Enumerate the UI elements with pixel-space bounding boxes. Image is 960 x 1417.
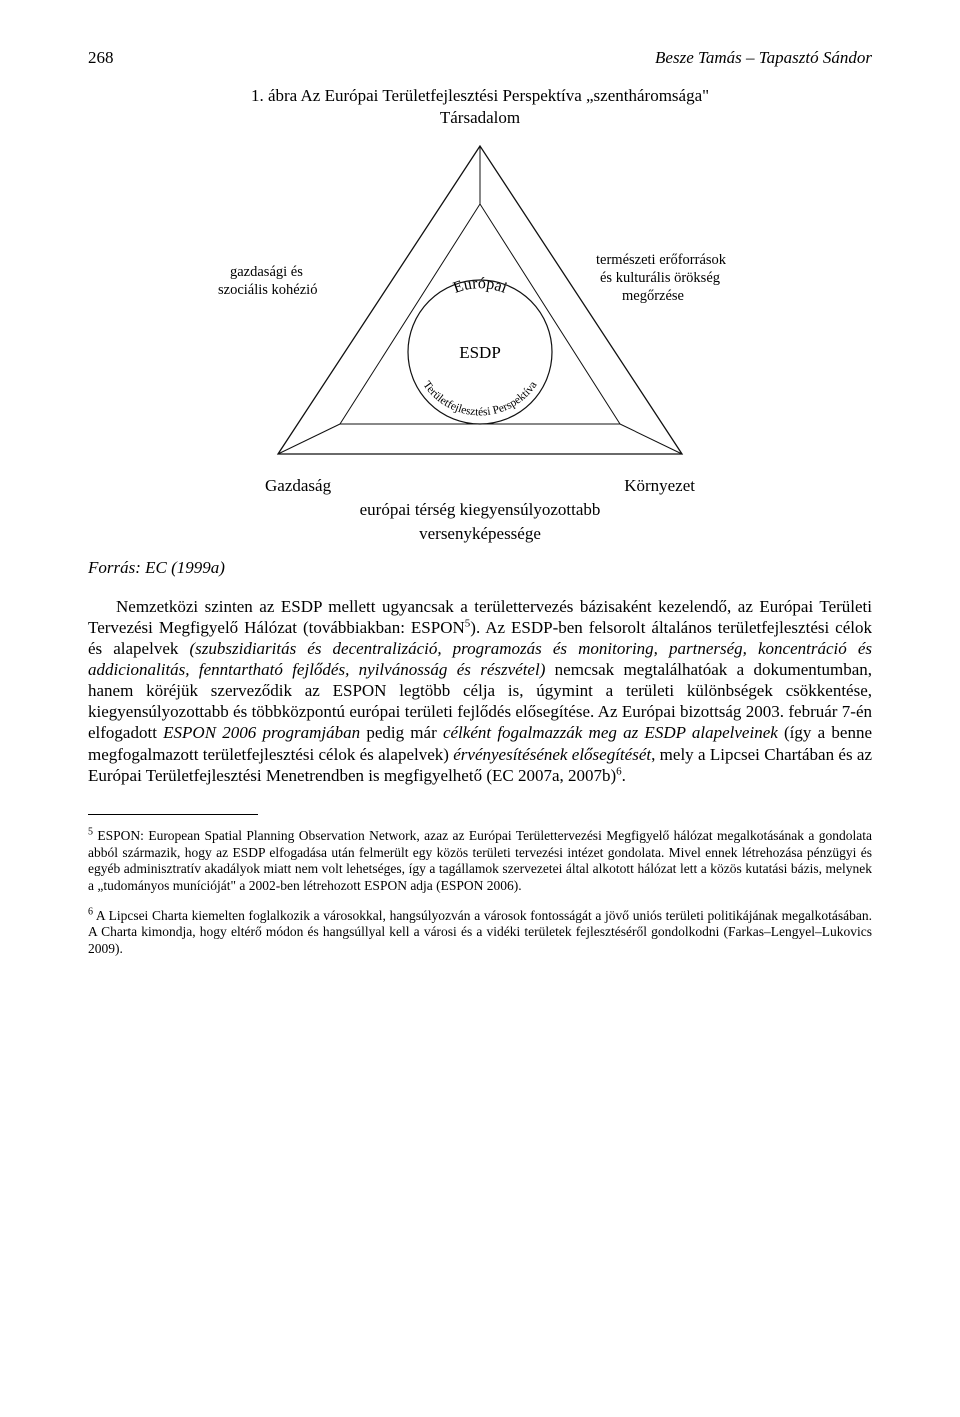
left-label-2: szociális kohézió	[218, 282, 317, 298]
base-left-label: Gazdaság	[265, 476, 331, 496]
base-right-label: Környezet	[624, 476, 695, 496]
running-head: 268 Besze Tamás – Tapasztó Sándor	[88, 48, 872, 68]
triangle-figure: Európai Területfejlesztési Perspektíva E…	[200, 134, 760, 544]
running-authors: Besze Tamás – Tapasztó Sándor	[655, 48, 872, 68]
figure-subcaption-2: versenyképessége	[200, 524, 760, 544]
footnote-6-text: A Lipcsei Charta kiemelten foglalkozik a…	[88, 908, 872, 956]
left-label-1: gazdasági és	[230, 264, 303, 280]
footnote-5-text: ESPON: European Spatial Planning Observa…	[88, 828, 872, 892]
right-label-3: megőrzése	[622, 288, 684, 304]
figure-source: Forrás: EC (1999a)	[88, 558, 872, 578]
footnote-rule	[88, 814, 258, 815]
inner-triangle	[340, 204, 620, 424]
page-number: 268	[88, 48, 114, 68]
triangle-svg: Európai Területfejlesztési Perspektíva E…	[200, 134, 760, 474]
triangle-base-labels: Gazdaság Környezet	[200, 474, 760, 496]
figure-caption: 1. ábra Az Európai Területfejlesztési Pe…	[88, 86, 872, 106]
figure-subcaption-1: európai térség kiegyensúlyozottabb	[200, 500, 760, 520]
center-esdp: ESDP	[459, 343, 501, 362]
right-label-1: természeti erőforrások	[596, 252, 727, 268]
arc-top-text: Európai	[451, 275, 510, 297]
right-label-2: és kulturális örökség	[600, 270, 720, 286]
body-paragraph: Nemzetközi szinten az ESDP mellett ugyan…	[88, 596, 872, 786]
footnote-5: 5 ESPON: European Spatial Planning Obser…	[88, 828, 872, 894]
arc-bottom-text: Területfejlesztési Perspektíva	[420, 379, 539, 418]
figure-apex-label: Társadalom	[88, 108, 872, 128]
footnote-6: 6 A Lipcsei Charta kiemelten foglalkozik…	[88, 908, 872, 957]
